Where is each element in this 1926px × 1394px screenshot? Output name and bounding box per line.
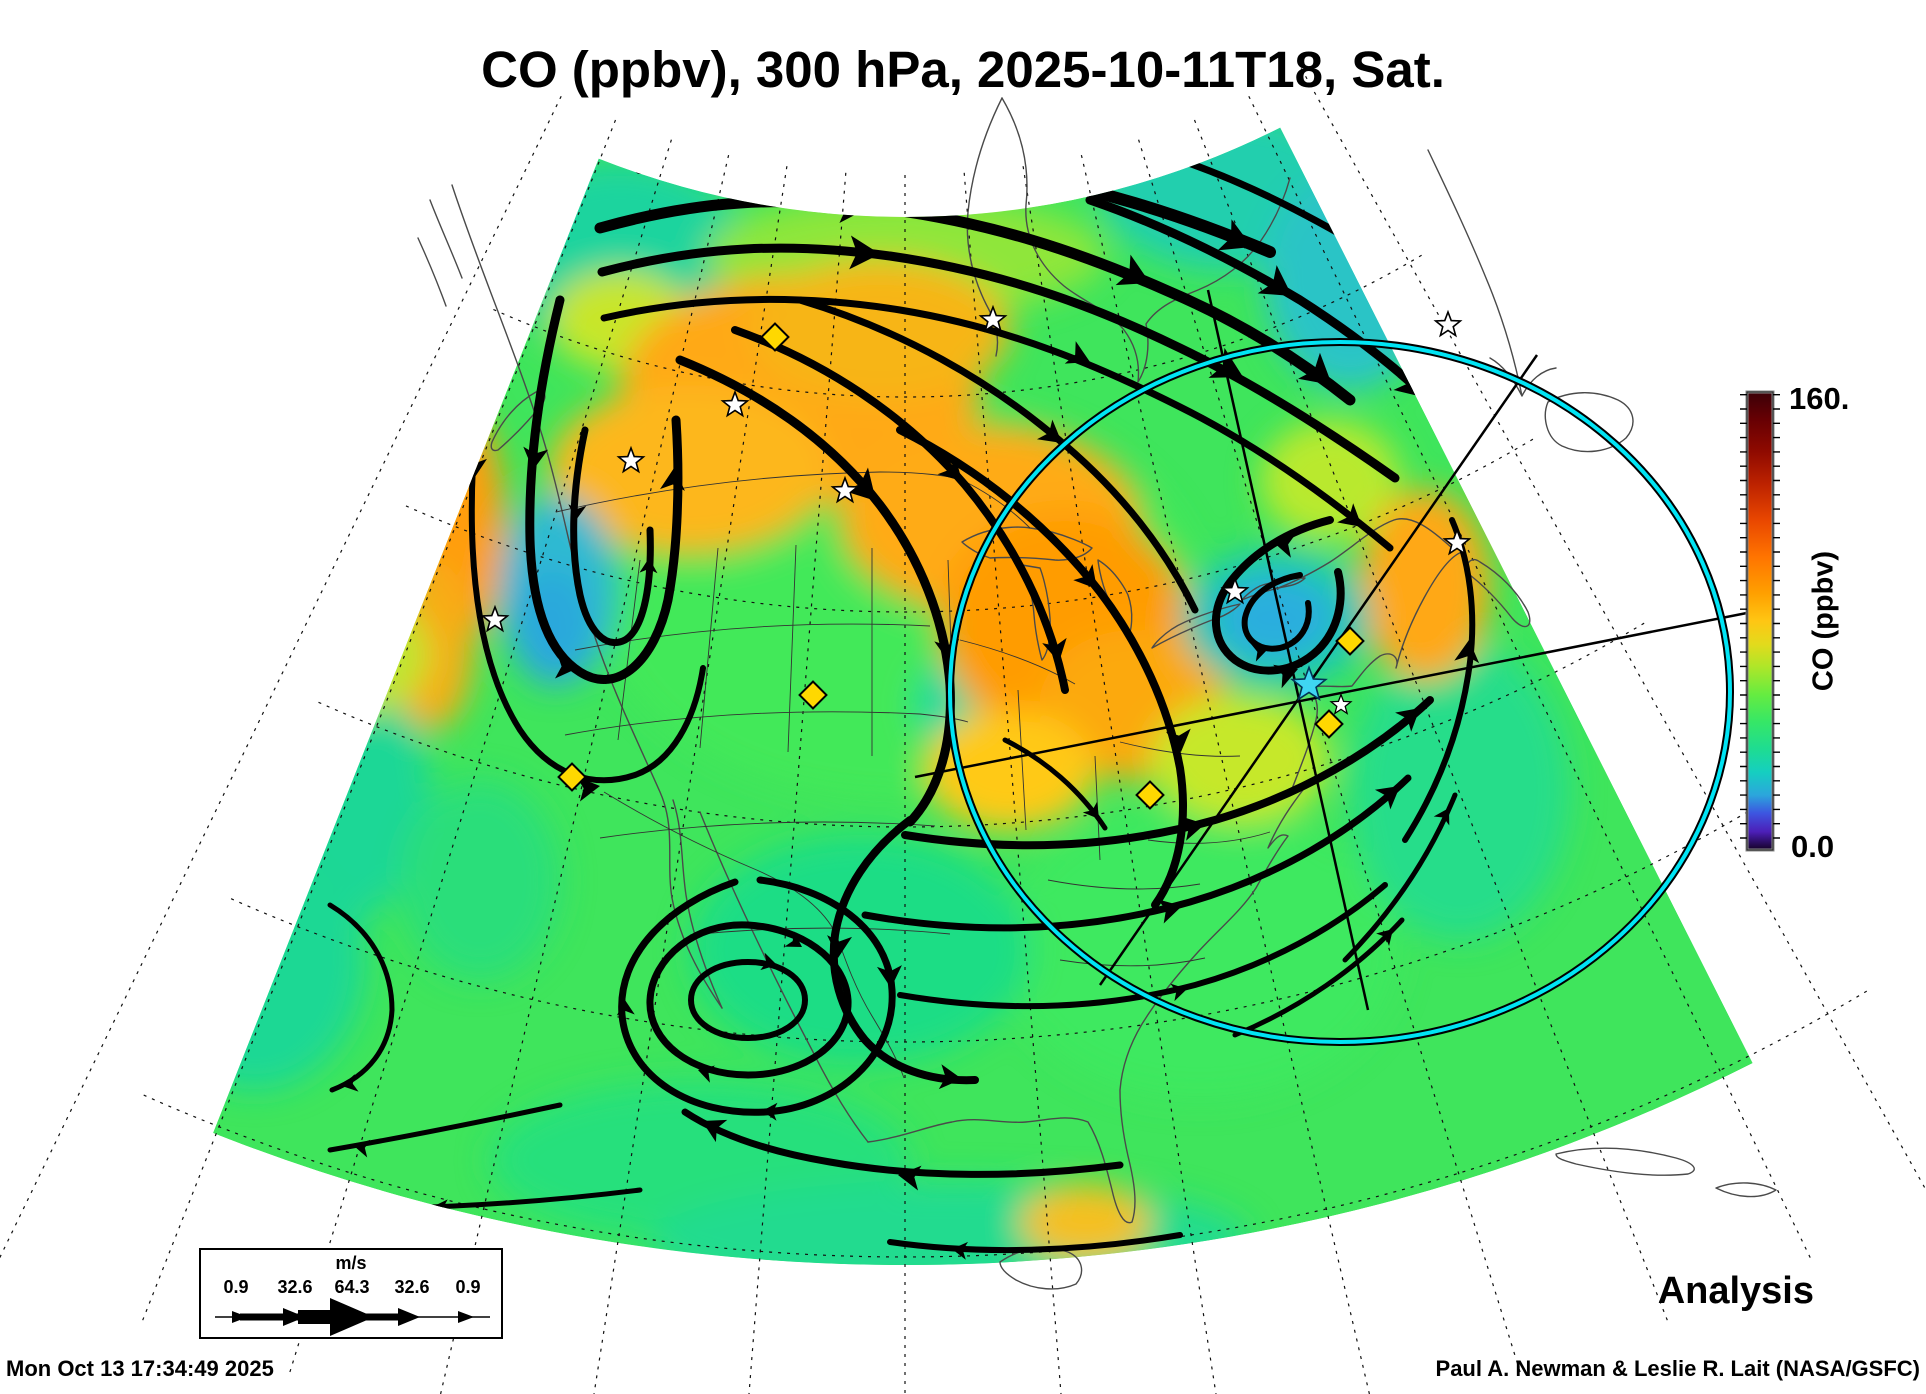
diamond-marker xyxy=(1335,626,1365,656)
legend-arrowhead-small xyxy=(232,1311,248,1323)
legend-arrowhead-large xyxy=(330,1298,374,1336)
legend-arrowhead-small xyxy=(458,1311,474,1323)
diamond-marker xyxy=(1135,780,1165,810)
legend-arrowhead-medium xyxy=(283,1308,305,1326)
diamond-marker xyxy=(798,680,828,710)
generation-timestamp: Mon Oct 13 17:34:49 2025 xyxy=(6,1356,274,1381)
legend-arrowhead-medium xyxy=(398,1308,420,1326)
wind-legend-value: 0.9 xyxy=(455,1277,481,1297)
wind-legend-value: 32.6 xyxy=(277,1277,313,1297)
wind-legend-value: 32.6 xyxy=(394,1277,430,1297)
wind-legend-box xyxy=(199,1248,503,1339)
range-ring xyxy=(946,338,1734,1046)
colorbar xyxy=(1740,390,1780,852)
analysis-label: Analysis xyxy=(1657,1270,1814,1312)
lake-ontario-outline xyxy=(1241,577,1306,601)
ground-track-lines xyxy=(914,289,1758,1011)
diamond-marker xyxy=(557,762,587,792)
diamond-marker xyxy=(1314,709,1344,739)
colorbar-axis-label: CO (ppbv) xyxy=(1807,550,1840,692)
diamond-markers xyxy=(557,322,1365,810)
diamond-marker xyxy=(760,322,790,352)
colorbar-max-label: 160. xyxy=(1789,381,1850,416)
lake-michigan-outline xyxy=(1021,564,1051,661)
wind-legend-value: 64.3 xyxy=(334,1277,370,1297)
wind-legend-units-label: m/s xyxy=(335,1253,367,1273)
wind-legend-value: 0.9 xyxy=(223,1277,249,1297)
station-markers xyxy=(481,306,1471,810)
lake-erie-outline xyxy=(1151,603,1241,649)
plot-title: CO (ppbv), 300 hPa, 2025-10-11T18, Sat. xyxy=(481,41,1445,98)
colorbar-min-label: 0.0 xyxy=(1791,829,1835,864)
credit-label: Paul A. Newman & Leslie R. Lait (NASA/GS… xyxy=(1435,1356,1920,1381)
coastlines xyxy=(417,97,1777,1290)
